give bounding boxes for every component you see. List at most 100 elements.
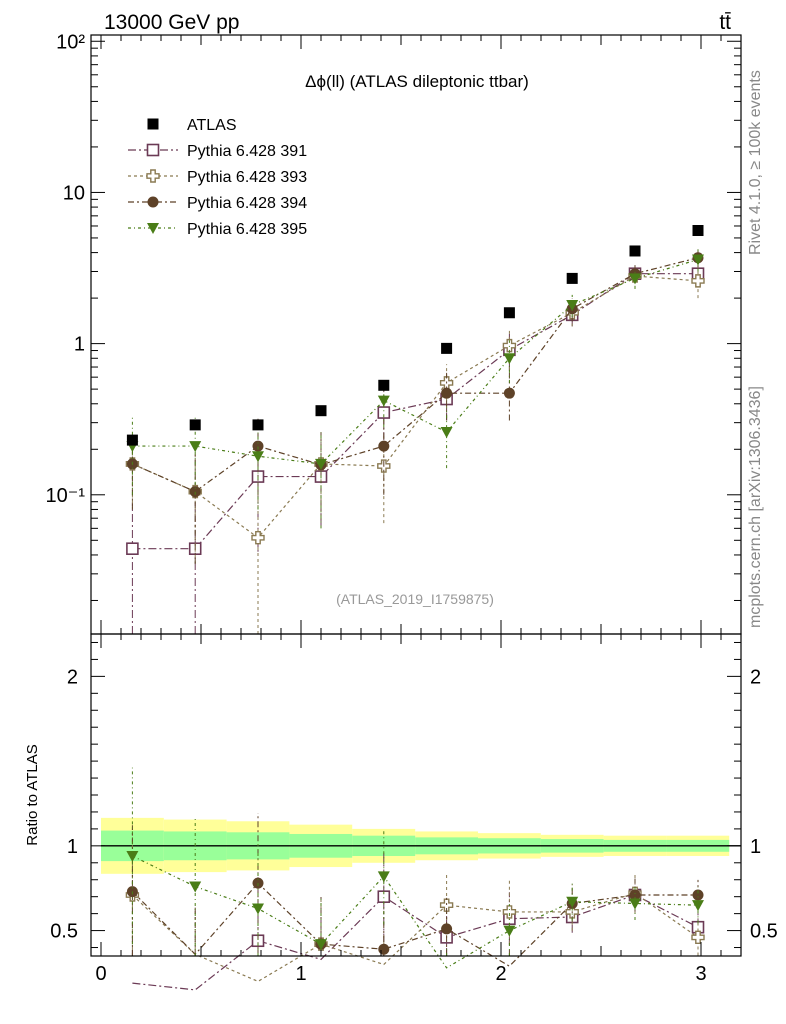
y-tick-label-ratio-right: 0.5 <box>750 921 778 943</box>
ratio-frame <box>90 633 742 957</box>
header-title-left: 13000 GeV pp <box>104 11 239 34</box>
data-point <box>251 531 265 545</box>
atlas-data-point <box>189 419 201 431</box>
mcplots-source-label: mcplots.cern.ch [arXiv:1306.3436] <box>747 386 764 628</box>
ratio-point <box>252 903 264 915</box>
ratio-point <box>126 851 139 863</box>
atlas-data-point <box>126 434 138 446</box>
y-tick-label-main: 10² <box>56 31 85 53</box>
legend-marker <box>147 118 159 130</box>
y-tick-label-main: 1 <box>74 334 85 356</box>
data-point <box>126 542 139 555</box>
ratio-point <box>629 889 641 901</box>
data-point <box>502 338 517 353</box>
data-point <box>566 300 579 312</box>
analysis-tag: (ATLAS_2019_I1759875) <box>336 591 494 607</box>
series-pythia-6-428-393 <box>125 265 705 634</box>
legend-marker <box>146 169 160 183</box>
ratio-series-line <box>132 894 699 991</box>
legend-label: Pythia 6.428 391 <box>187 143 307 160</box>
atlas-data-point <box>315 405 327 417</box>
x-tick-label: 1 <box>295 963 306 985</box>
y-tick-label-ratio-right: 1 <box>750 836 761 858</box>
x-tick-label: 3 <box>695 963 706 985</box>
legend-label: Pythia 6.428 393 <box>187 169 307 186</box>
ratio-point <box>692 889 704 901</box>
ratio-point <box>441 923 453 935</box>
data-point <box>315 458 327 470</box>
data-point <box>189 486 201 498</box>
ratio-point <box>439 898 454 912</box>
atlas-data-point <box>441 342 453 354</box>
ratio-point <box>378 943 390 955</box>
data-point <box>441 387 453 399</box>
legend-entry: Pythia 6.428 393 <box>128 169 307 186</box>
ratio-pythia-6-428-391 <box>131 851 705 991</box>
axes-group: 10⁻¹ 1 10 10² 0.5 0.5 1 1 2 2 0 1 2 3 <box>46 31 778 985</box>
atlas-data-point <box>629 245 641 257</box>
series-line <box>132 258 699 465</box>
legend-label: Pythia 6.428 394 <box>187 195 307 212</box>
legend-marker <box>147 223 159 234</box>
legend-label: Pythia 6.428 395 <box>187 221 307 238</box>
ratio-point <box>691 930 705 945</box>
data-point <box>377 395 390 407</box>
ratio-point <box>377 871 390 883</box>
series-atlas-reference <box>126 225 704 446</box>
y-tick-label-ratio: 1 <box>67 836 78 858</box>
data-point <box>629 273 641 285</box>
data-point <box>252 451 264 463</box>
ratio-point <box>692 900 704 912</box>
atlas-data-point <box>252 419 264 431</box>
ratio-point <box>315 939 327 951</box>
header-title-right: tt̄ <box>719 11 731 34</box>
data-point <box>503 353 516 365</box>
series-line <box>132 273 698 550</box>
plot-title: Δϕ(ll) (ATLAS dileptonic ttbar) <box>305 72 529 91</box>
ratio-series-line <box>131 892 699 983</box>
atlas-data-point <box>503 307 515 319</box>
data-point <box>692 254 704 266</box>
ratio-ylabel: Ratio to ATLAS <box>24 744 41 845</box>
data-point <box>252 440 264 452</box>
data-point <box>440 427 453 439</box>
x-tick-label: 0 <box>95 963 106 985</box>
atlas-data-point <box>378 379 390 391</box>
series-pythia-6-428-394 <box>126 249 704 564</box>
data-point <box>691 274 705 288</box>
legend-label: ATLAS <box>187 117 237 134</box>
legend-entry: Pythia 6.428 391 <box>128 143 307 160</box>
series-line <box>132 275 699 539</box>
data-point <box>378 440 390 452</box>
y-tick-label-main: 10⁻¹ <box>46 485 86 507</box>
y-tick-label-main: 10 <box>63 182 85 204</box>
main-series-group <box>125 225 705 634</box>
ratio-point <box>566 896 579 908</box>
data-point <box>189 441 202 453</box>
legend-entry: Pythia 6.428 394 <box>128 195 307 212</box>
data-point <box>503 387 515 399</box>
y-tick-label-ratio: 2 <box>67 666 78 688</box>
y-tick-label-ratio: 0.5 <box>50 921 78 943</box>
legend: ATLAS Pythia 6.428 391 Pythia 6.428 393 Pyt… <box>128 117 307 238</box>
atlas-data-point <box>566 272 578 284</box>
atlas-data-point <box>692 225 704 237</box>
ratio-series-line <box>132 855 699 969</box>
legend-marker <box>147 196 159 208</box>
ratio-point <box>503 925 516 937</box>
ratio-pythia-6-428-395 <box>126 767 704 969</box>
ratio-point <box>189 881 202 893</box>
y-tick-label-ratio-right: 2 <box>750 666 761 688</box>
ratio-point <box>629 898 641 910</box>
ratio-series-line <box>131 882 698 967</box>
ratio-point <box>502 905 517 919</box>
legend-entry: Pythia 6.428 395 <box>128 221 307 238</box>
legend-marker <box>146 143 160 157</box>
ratio-series-group <box>125 767 705 991</box>
x-tick-label: 2 <box>495 963 506 985</box>
rivet-version-label: Rivet 4.1.0, ≥ 100k events <box>747 70 764 255</box>
legend-entry: ATLAS <box>147 117 237 134</box>
series-line <box>132 257 699 493</box>
series-pythia-6-428-395 <box>126 249 704 529</box>
